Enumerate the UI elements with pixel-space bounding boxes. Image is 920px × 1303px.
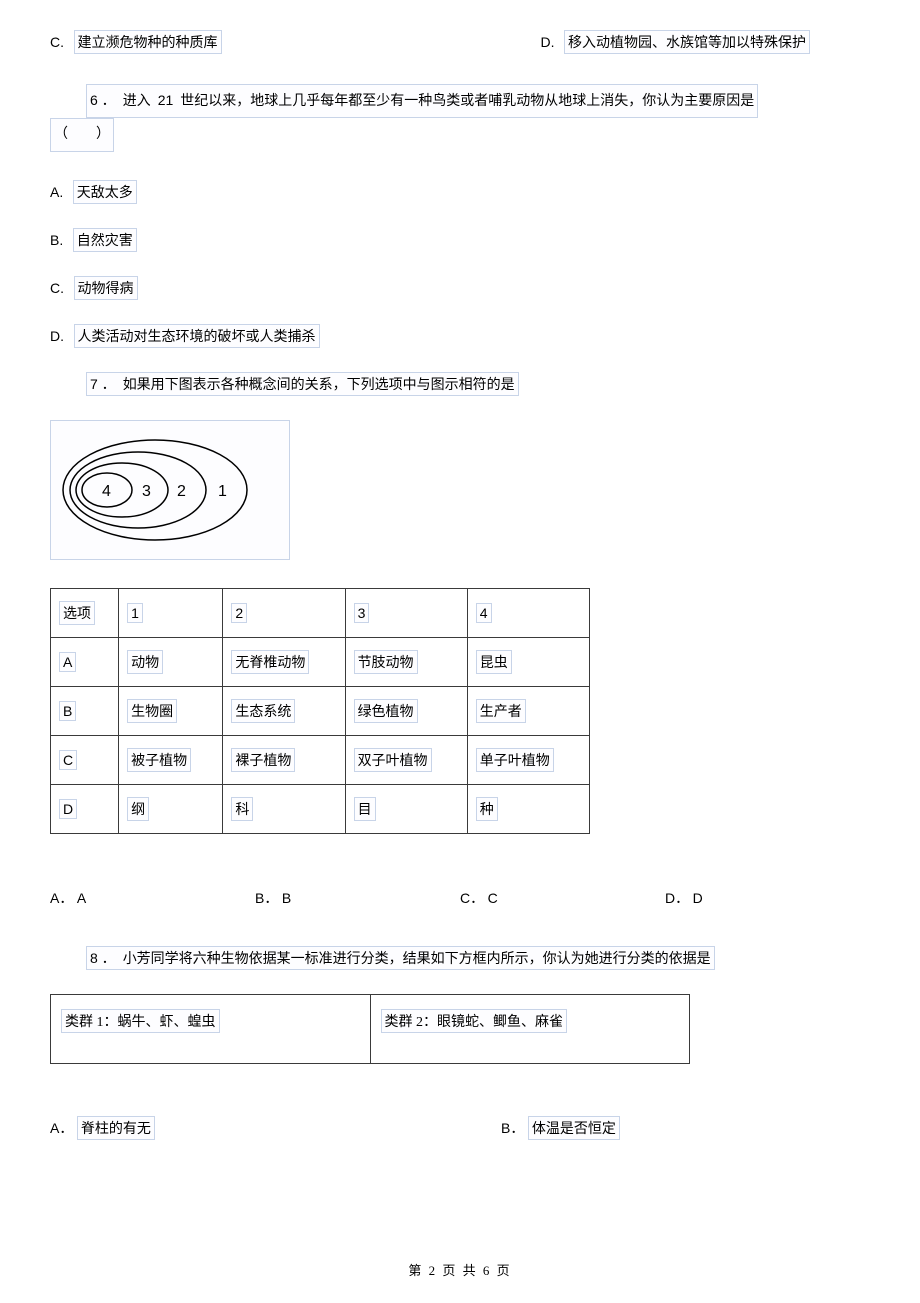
- q6-opt-a: A. 天敌太多: [50, 180, 870, 204]
- table-cell: 2: [231, 603, 247, 623]
- option-letter: D.: [50, 328, 64, 344]
- table-cell: 科: [231, 797, 253, 821]
- option-value: D: [693, 890, 703, 906]
- question-number: 7 ．: [90, 376, 116, 392]
- option-text: 体温是否恒定: [528, 1116, 620, 1140]
- q7-text: 如果用下图表示各种概念间的关系，下列选项中与图示相符的是: [123, 378, 515, 393]
- table-cell: 1: [127, 603, 143, 623]
- table-cell: 纲: [127, 797, 149, 821]
- table-cell: 单子叶植物: [476, 748, 554, 772]
- table-cell: D: [59, 799, 77, 819]
- table-cell: 目: [354, 797, 376, 821]
- table-cell: 动物: [127, 650, 163, 674]
- option-value: C: [488, 890, 498, 906]
- option-text: 动物得病: [74, 276, 138, 300]
- option-letter: C.: [50, 34, 64, 50]
- table-cell: 生态系统: [231, 699, 295, 723]
- q8-options-row: A． 脊柱的有无 B． 体温是否恒定: [50, 1116, 870, 1140]
- diagram-label-2: 2: [177, 483, 186, 500]
- option-text: 移入动植物园、水族馆等加以特殊保护: [564, 30, 810, 54]
- q5-options-row: C. 建立濒危物种的种质库 D. 移入动植物园、水族馆等加以特殊保护: [50, 30, 870, 54]
- table-cell: 绿色植物: [354, 699, 418, 723]
- option-letter: A.: [50, 184, 63, 200]
- q7-ans-c: C． C: [460, 888, 665, 908]
- option-text: 人类活动对生态环境的破坏或人类捕杀: [74, 324, 320, 348]
- question-number: 6 ．: [90, 92, 116, 108]
- option-letter: C．: [460, 890, 484, 906]
- option-letter: A．: [50, 1120, 73, 1136]
- option-letter: A．: [50, 890, 73, 906]
- table-cell: A: [59, 652, 76, 672]
- table-cell: 选项: [59, 601, 95, 625]
- option-letter: D.: [541, 34, 555, 50]
- table-cell: 生产者: [476, 699, 526, 723]
- question-number: 8 ．: [90, 950, 116, 966]
- q6-stem: 6 ． 进入 21 世纪以来，地球上几乎每年都至少有一种鸟类或者哺乳动物从地球上…: [50, 84, 870, 152]
- option-value: A: [77, 890, 86, 906]
- option-text: 天敌太多: [73, 180, 137, 204]
- table-cell: 被子植物: [127, 748, 191, 772]
- q7-answer-options: A． A B． B C． C D． D: [50, 888, 870, 908]
- q7-ans-a: A． A: [50, 888, 255, 908]
- option-letter: B.: [50, 232, 63, 248]
- table-row: A 动物 无脊椎动物 节肢动物 昆虫: [51, 637, 590, 686]
- q6-opt-c: C. 动物得病: [50, 276, 870, 300]
- table-cell: 种: [476, 797, 498, 821]
- group-2: 类群 2：眼镜蛇、鲫鱼、麻雀: [381, 1009, 568, 1033]
- q8-opt-a: A． 脊柱的有无: [50, 1116, 501, 1140]
- q5-opt-d: D. 移入动植物园、水族馆等加以特殊保护: [541, 30, 871, 54]
- table-cell: 昆虫: [476, 650, 512, 674]
- option-letter: B．: [255, 890, 278, 906]
- table-cell: 无脊椎动物: [231, 650, 309, 674]
- q6-opt-d: D. 人类活动对生态环境的破坏或人类捕杀: [50, 324, 870, 348]
- q7-ans-d: D． D: [665, 888, 870, 908]
- group-1: 类群 1：蜗牛、虾、蝗虫: [61, 1009, 220, 1033]
- option-letter: B．: [501, 1120, 524, 1136]
- q7-ans-b: B． B: [255, 888, 460, 908]
- q5-opt-c: C. 建立濒危物种的种质库: [50, 30, 222, 54]
- option-letter: C.: [50, 280, 64, 296]
- table-cell: 节肢动物: [354, 650, 418, 674]
- q6-text-c: 世纪以来，地球上几乎每年都至少有一种鸟类或者哺乳动物从地球上消失，你认为主要原因…: [180, 94, 754, 109]
- table-cell: 生物圈: [127, 699, 177, 723]
- page-footer: 第 2 页 共 6 页: [0, 1260, 920, 1279]
- option-text: 脊柱的有无: [77, 1116, 155, 1140]
- q7-diagram: 4 3 2 1: [50, 420, 290, 560]
- q8-opt-b: B． 体温是否恒定: [501, 1116, 870, 1140]
- table-row: C 被子植物 裸子植物 双子叶植物 单子叶植物: [51, 735, 590, 784]
- table-row: 选项 1 2 3 4: [51, 588, 590, 637]
- q7-stem: 7 ． 如果用下图表示各种概念间的关系，下列选项中与图示相符的是: [50, 372, 870, 396]
- table-row: 类群 1：蜗牛、虾、蝗虫 类群 2：眼镜蛇、鲫鱼、麻雀: [51, 994, 690, 1063]
- q8-text: 小芳同学将六种生物依据某一标准进行分类，结果如下方框内所示，你认为她进行分类的依…: [123, 952, 711, 967]
- diagram-label-4: 4: [102, 483, 111, 500]
- table-cell: C: [59, 750, 77, 770]
- option-letter: D．: [665, 890, 689, 906]
- option-value: B: [282, 890, 291, 906]
- nested-ellipse-icon: 4 3 2 1: [60, 430, 280, 550]
- q7-table: 选项 1 2 3 4 A 动物 无脊椎动物 节肢动物 昆虫 B 生物圈 生态系统…: [50, 588, 590, 834]
- option-text: 自然灾害: [73, 228, 137, 252]
- q6-paren: （ ）: [50, 118, 114, 151]
- q6-opt-b: B. 自然灾害: [50, 228, 870, 252]
- q8-group-table: 类群 1：蜗牛、虾、蝗虫 类群 2：眼镜蛇、鲫鱼、麻雀: [50, 994, 690, 1064]
- diagram-label-3: 3: [142, 483, 151, 500]
- table-cell: 4: [476, 603, 492, 623]
- q8-stem: 8 ． 小芳同学将六种生物依据某一标准进行分类，结果如下方框内所示，你认为她进行…: [50, 946, 870, 970]
- q6-text-b: 21: [158, 92, 174, 108]
- table-row: D 纲 科 目 种: [51, 784, 590, 833]
- diagram-label-1: 1: [218, 483, 227, 500]
- table-cell: 双子叶植物: [354, 748, 432, 772]
- table-row: B 生物圈 生态系统 绿色植物 生产者: [51, 686, 590, 735]
- table-cell: B: [59, 701, 76, 721]
- q6-text-a: 进入: [123, 94, 151, 109]
- option-text: 建立濒危物种的种质库: [74, 30, 222, 54]
- table-cell: 3: [354, 603, 370, 623]
- table-cell: 裸子植物: [231, 748, 295, 772]
